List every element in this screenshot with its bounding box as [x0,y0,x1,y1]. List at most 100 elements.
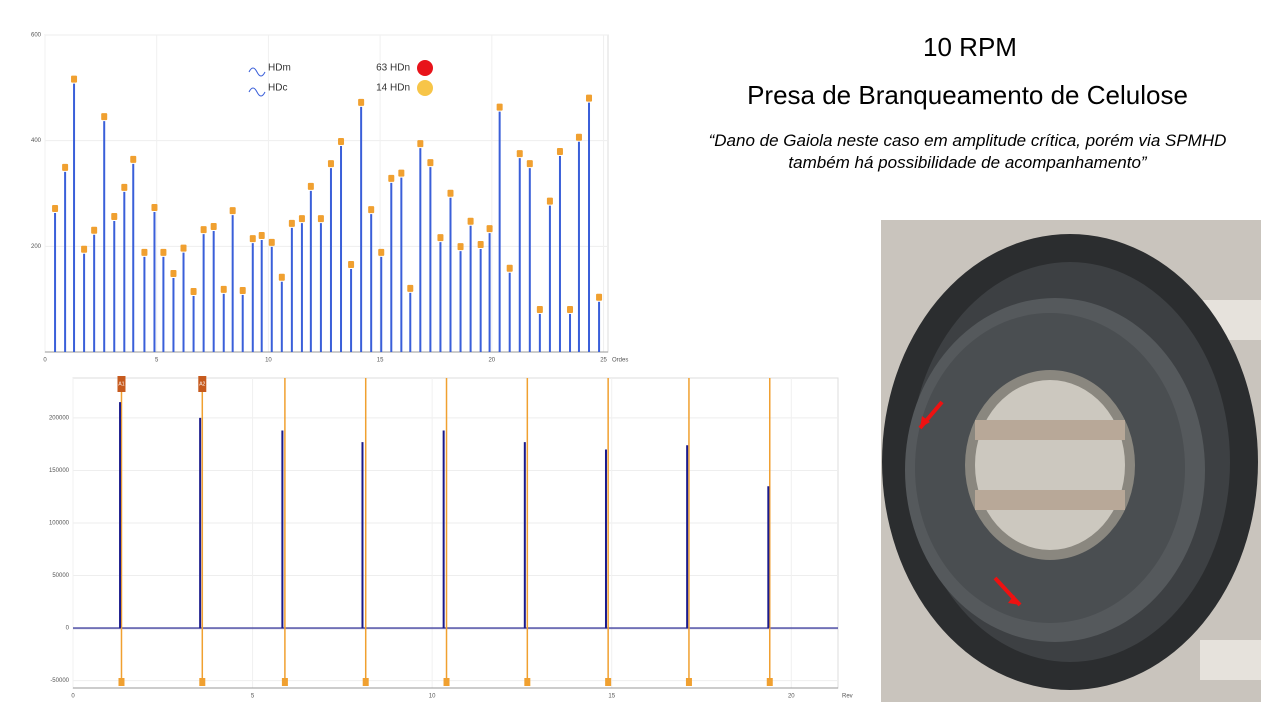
legend-icon [248,67,266,77]
peak-marker [526,160,533,168]
x-tick-label: 15 [608,694,615,700]
peak-marker [258,231,265,239]
peak-marker [348,261,355,269]
peak-marker [596,293,603,301]
y-tick-label: 150000 [49,468,70,474]
peak-marker [81,245,88,253]
plot-area [72,377,839,689]
x-tick-label: 5 [251,694,255,700]
peak-marker [358,98,365,106]
peak-marker [398,169,405,177]
x-axis-label: Ordes [612,358,628,364]
y-tick-label: 600 [31,33,42,39]
peak-marker [180,244,187,252]
x-tick-label: 10 [429,694,436,700]
cursor-handle [685,678,692,686]
peak-marker [200,226,207,234]
x-tick-label: 15 [377,358,384,364]
legend-label: 63 HDn [376,63,410,74]
photo [881,220,1261,702]
peak-marker [586,94,593,102]
peak-marker [111,212,118,220]
peak-marker [298,215,305,223]
slide-title: 10 RPM [923,32,1017,62]
y-tick-label: 200 [31,244,42,250]
peak-marker [496,103,503,111]
peak-marker [249,235,256,243]
cursor-handle [605,678,612,686]
cursor-handle [443,678,450,686]
cursor-handle [118,678,125,686]
peak-marker [62,163,69,171]
legend-label: HDm [268,63,291,74]
legend-dot [417,60,433,76]
peak-marker [457,243,464,251]
cursor-tag [117,376,126,392]
y-tick-label: 100000 [49,521,70,527]
peak-marker [160,248,167,256]
plot-area [44,34,609,353]
legend-label: HDc [268,83,287,94]
peak-marker [536,305,543,313]
legend-label: 14 HDn [376,83,410,94]
peak-marker [151,203,158,211]
peak-marker [556,147,563,155]
peak-marker [229,207,236,215]
peak-marker [486,225,493,233]
quote: “Dano de Gaiola neste caso em amplitude … [708,131,1227,172]
peak-marker [477,240,484,248]
peak-marker [378,248,385,256]
peak-marker [338,137,345,145]
peak-marker [506,264,513,272]
peak-marker [278,273,285,281]
peak-marker [417,140,424,148]
peak-marker [427,159,434,167]
legend-dot [417,80,433,96]
x-tick-label: 0 [71,694,75,700]
cursor-handle [766,678,773,686]
peak-marker [190,287,197,295]
y-tick-label: 0 [66,626,70,632]
peak-marker [307,182,314,190]
y-tick-label: 200000 [49,416,70,422]
peak-marker [210,223,217,231]
peak-marker [447,189,454,197]
peak-marker [101,113,108,121]
cursor-label: A1 [118,381,124,387]
x-tick-label: 5 [155,358,159,364]
peak-marker [141,248,148,256]
x-tick-label: 0 [43,358,47,364]
peak-marker [239,286,246,294]
peak-marker [567,305,574,313]
cursor-handle [362,678,369,686]
peak-marker [575,133,582,141]
peak-marker [516,150,523,158]
x-tick-label: 20 [788,694,795,700]
peak-marker [220,285,227,293]
y-tick-label: 400 [31,138,42,144]
peak-marker [407,284,414,292]
y-tick-label: 50000 [52,573,69,579]
cursor-label: A2 [199,381,205,387]
x-tick-label: 20 [488,358,495,364]
peak-marker [327,160,334,168]
peak-marker [130,155,137,163]
peak-marker [91,226,98,234]
cursor-handle [281,678,288,686]
peak-marker [467,217,474,225]
y-tick-label: -50000 [50,678,69,684]
peak-marker [546,197,553,205]
peak-marker [368,206,375,214]
x-axis-label: Rev [842,694,853,700]
cursor-tag [198,376,207,392]
x-tick-label: 10 [265,358,272,364]
cursor-handle [524,678,531,686]
peak-marker [388,174,395,182]
peak-marker [71,75,78,83]
peak-marker [52,205,59,213]
peak-marker [437,234,444,242]
slide-subtitle: Presa de Branqueamento de Celulose [747,80,1188,110]
cursor-handle [199,678,206,686]
